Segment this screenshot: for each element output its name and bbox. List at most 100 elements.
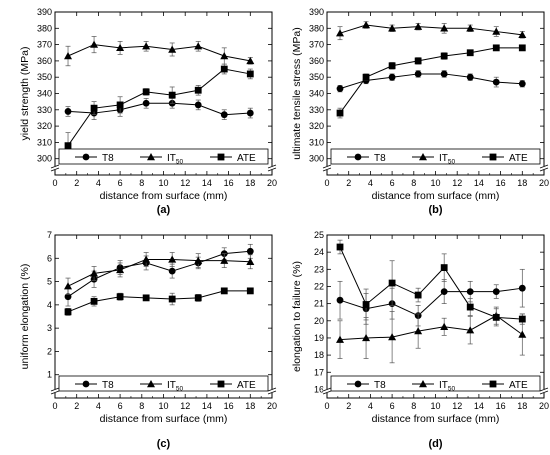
data-point xyxy=(336,109,344,117)
x-tick-label: 10 xyxy=(158,401,168,411)
axis-break-mark xyxy=(539,167,549,172)
chart-panel-2: 0 2 4 6 8 10 12 14 16 18 20 300 310 320 330 340 350 360 37… xyxy=(291,7,549,216)
y-axis-title: uniform elongation (%) xyxy=(19,264,31,370)
data-point xyxy=(336,243,344,251)
y-tick-label: 390 xyxy=(37,7,52,17)
x-tick-label: 12 xyxy=(180,178,190,188)
data-point xyxy=(142,88,150,96)
data-point xyxy=(220,287,228,295)
data-point xyxy=(414,327,423,335)
data-point xyxy=(414,291,422,299)
data-point xyxy=(518,30,527,39)
x-tick-label: 4 xyxy=(96,178,101,188)
series-line xyxy=(67,290,251,313)
data-point xyxy=(336,85,344,93)
x-tick-label: 14 xyxy=(474,178,484,188)
legend-item: ATE xyxy=(210,380,256,391)
axis-break-mark xyxy=(322,390,332,395)
data-point xyxy=(492,78,500,86)
legend-subscript: 50 xyxy=(448,159,456,166)
data-point xyxy=(64,308,72,316)
x-tick-label: 20 xyxy=(539,401,549,411)
data-point xyxy=(466,49,474,57)
x-tick-label: 2 xyxy=(346,401,351,411)
x-tick-label: 12 xyxy=(180,401,190,411)
x-tick-label: 16 xyxy=(496,401,506,411)
axis-break-mark xyxy=(267,387,277,392)
legend-item: ATE xyxy=(210,153,256,164)
data-point xyxy=(518,330,527,338)
data-point xyxy=(440,264,448,271)
x-tick-label: 4 xyxy=(96,401,101,411)
data-point xyxy=(388,333,397,341)
legend-item: T8 xyxy=(75,380,114,391)
x-tick-label: 4 xyxy=(368,401,373,411)
data-point xyxy=(64,293,72,301)
y-axis-title: ultimate tensile stress (MPa) xyxy=(291,27,303,159)
axis-break-mark xyxy=(539,390,549,395)
y-tick-label: 380 xyxy=(309,23,324,33)
data-point xyxy=(142,294,150,302)
data-point xyxy=(64,108,72,115)
legend-label: T8 xyxy=(374,380,386,391)
data-point xyxy=(492,27,501,35)
x-tick-label: 8 xyxy=(411,401,416,411)
legend-marker xyxy=(489,153,497,161)
data-point xyxy=(440,52,448,60)
y-tick-label: 3 xyxy=(47,323,52,333)
data-point xyxy=(246,109,254,117)
data-point xyxy=(168,45,177,53)
series-line xyxy=(67,258,251,287)
axis-break-gap xyxy=(51,166,59,170)
data-point xyxy=(440,24,449,32)
y-tick-label: 360 xyxy=(37,56,52,66)
axis-break-gap xyxy=(268,389,276,393)
x-tick-label: 16 xyxy=(224,401,234,411)
panel-label: (d) xyxy=(428,438,442,450)
y-tick-label: 330 xyxy=(309,105,324,115)
series-ate xyxy=(336,44,526,119)
x-tick-label: 14 xyxy=(202,401,212,411)
legend-marker xyxy=(217,153,225,161)
series-ate xyxy=(64,287,254,316)
legend-item: T8 xyxy=(347,380,386,391)
data-point xyxy=(440,70,448,78)
legend-item: ATE xyxy=(482,380,528,391)
legend-marker xyxy=(419,380,427,388)
y-tick-label: 5 xyxy=(47,277,52,287)
data-point xyxy=(336,296,344,304)
data-point xyxy=(492,313,500,321)
y-tick-label: 23 xyxy=(314,264,324,274)
series-line xyxy=(339,73,523,90)
legend-label: ATE xyxy=(237,153,256,164)
y-tick-label: 2 xyxy=(47,346,52,356)
legend-box xyxy=(330,375,541,392)
y-tick-label: 300 xyxy=(309,154,324,164)
data-point xyxy=(168,295,176,303)
legend-label: ATE xyxy=(509,153,528,164)
data-point xyxy=(466,326,475,334)
legend-marker xyxy=(354,380,362,388)
data-point xyxy=(388,62,396,70)
panel-label: (a) xyxy=(157,204,171,216)
y-tick-label: 6 xyxy=(47,253,52,263)
x-tick-label: 20 xyxy=(267,178,277,188)
legend-item: T8 xyxy=(75,153,114,164)
data-point xyxy=(168,267,176,275)
y-tick-label: 7 xyxy=(47,230,52,240)
data-point xyxy=(440,288,448,296)
legend-marker xyxy=(217,380,225,388)
data-point xyxy=(466,303,474,311)
x-tick-label: 10 xyxy=(158,178,168,188)
x-tick-label: 0 xyxy=(52,401,57,411)
axis-break-mark xyxy=(50,387,60,392)
y-tick-label: 16 xyxy=(314,384,324,394)
legend-item: T8 xyxy=(347,153,386,164)
data-point xyxy=(90,104,98,112)
data-point xyxy=(414,57,422,65)
series-line xyxy=(339,315,523,341)
legend-box xyxy=(58,375,269,392)
y-tick-label: 350 xyxy=(309,72,324,82)
